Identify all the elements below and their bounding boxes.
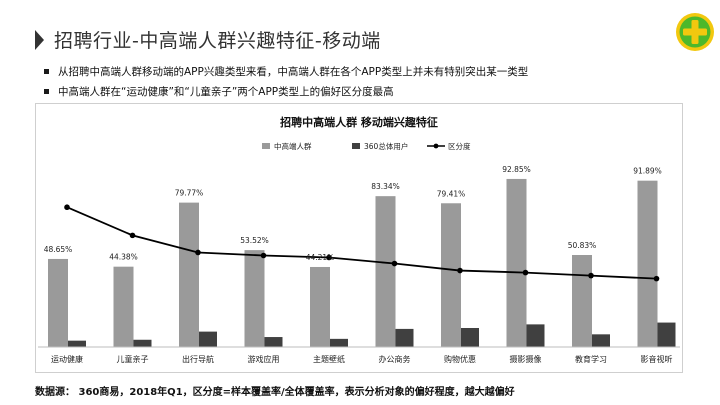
bar-secondary <box>395 328 414 347</box>
data-label: 83.34% <box>371 182 400 191</box>
x-tick-label: 教育学习 <box>575 354 607 364</box>
line-point <box>653 275 660 282</box>
bullet-text: 从招聘中高端人群移动端的APP兴趣类型来看，中高端人群在各个APP类型上并未有特… <box>58 66 529 78</box>
x-tick-label: 办公商务 <box>379 354 411 364</box>
chart-bars <box>48 178 676 347</box>
data-label: 50.83% <box>568 241 597 250</box>
bar-secondary <box>592 334 610 347</box>
line-point <box>522 269 529 276</box>
line-point <box>129 232 136 239</box>
legend-label: 区分度 <box>448 141 471 151</box>
legend-marker <box>433 143 439 149</box>
data-label: 44.21% <box>306 253 335 262</box>
x-tick-label: 游戏应用 <box>248 354 280 364</box>
data-label: 92.85% <box>502 165 531 174</box>
bar-primary <box>310 266 330 347</box>
data-label: 79.41% <box>437 189 466 198</box>
legend-label: 360总体用户 <box>364 141 408 151</box>
bar-secondary <box>461 327 479 347</box>
title-arrow-icon <box>35 30 44 50</box>
x-tick-labels: 运动健康 儿童亲子 出行导航 游戏应用 主题壁纸 办公商务 购物优惠 摄影摄像 教育学习 影音视听 <box>51 354 673 364</box>
bar-primary <box>637 180 658 347</box>
bar-secondary <box>133 339 152 347</box>
data-label: 91.89% <box>633 167 662 176</box>
bar-primary <box>506 178 527 347</box>
bar-secondary <box>199 331 217 347</box>
bullet-item: 从招聘中高端人群移动端的APP兴趣类型来看，中高端人群在各个APP类型上并未有特… <box>44 64 528 79</box>
legend-swatch-secondary <box>352 143 360 149</box>
data-label: 44.38% <box>109 253 138 262</box>
chart-title: 招聘中高端人群 移动端兴趣特征 <box>280 115 438 129</box>
bar-primary <box>48 258 68 347</box>
line-point <box>64 204 70 211</box>
line-point <box>326 254 332 261</box>
line-point <box>195 249 201 256</box>
chart-svg: 招聘中高端人群 移动端兴趣特征 中高端人群 360总体用户 区分度 48.65% 44… <box>38 115 680 364</box>
legend-label: 中高端人群 <box>274 141 312 151</box>
bullet-square-icon <box>44 88 49 94</box>
bar-secondary <box>68 340 86 347</box>
line-point <box>588 272 594 279</box>
bar-primary <box>179 202 199 347</box>
chart-frame: 招聘中高端人群 移动端兴趣特征 中高端人群 360总体用户 区分度 48.65% 44… <box>35 103 683 373</box>
data-label: 48.65% <box>44 245 73 254</box>
bar-secondary <box>657 322 676 347</box>
page-title: 招聘行业-中高端人群兴趣特征-移动端 <box>54 30 381 52</box>
bar-primary <box>572 254 592 347</box>
x-tick-label: 购物优惠 <box>444 354 476 364</box>
x-tick-label: 主题壁纸 <box>313 354 345 364</box>
line-point <box>260 252 267 259</box>
legend-swatch-primary <box>262 143 270 149</box>
x-tick-label: 儿童亲子 <box>117 354 149 364</box>
data-label: 79.77% <box>175 189 204 198</box>
x-tick-label: 影音视听 <box>641 354 673 364</box>
line-point <box>457 267 463 274</box>
x-tick-label: 运动健康 <box>51 354 83 364</box>
bar-primary <box>375 196 396 347</box>
chart-data-labels: 48.65% 44.38% 79.77% 53.52% 44.21% 83.34% 79.4… <box>44 165 662 262</box>
line-point <box>391 260 398 267</box>
bar-primary <box>113 266 134 347</box>
360-plus-logo-icon <box>676 13 714 51</box>
bullet-square-icon <box>44 68 49 74</box>
chart-legend: 中高端人群 360总体用户 区分度 <box>262 141 471 151</box>
x-tick-label: 出行导航 <box>182 354 214 364</box>
data-source-note: 数据源： 360商易，2018年Q1，区分度=样本覆盖率/全体覆盖率，表示分析对… <box>35 387 515 398</box>
bar-primary <box>244 250 265 347</box>
chart-line-layer <box>64 204 660 282</box>
x-tick-label: 摄影摄像 <box>510 354 542 364</box>
bar-primary <box>441 203 461 347</box>
bullet-text: 中高端人群在“运动健康”和“儿童亲子”两个APP类型上的偏好区分度最高 <box>58 86 394 98</box>
bar-secondary <box>264 337 283 347</box>
bar-secondary <box>330 338 348 347</box>
data-label: 53.52% <box>240 236 269 245</box>
series-line <box>66 206 657 280</box>
bullet-item: 中高端人群在“运动健康”和“儿童亲子”两个APP类型上的偏好区分度最高 <box>44 84 394 99</box>
bar-secondary <box>526 324 545 347</box>
